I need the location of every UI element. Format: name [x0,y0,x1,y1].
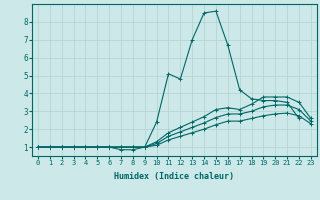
X-axis label: Humidex (Indice chaleur): Humidex (Indice chaleur) [115,172,234,181]
